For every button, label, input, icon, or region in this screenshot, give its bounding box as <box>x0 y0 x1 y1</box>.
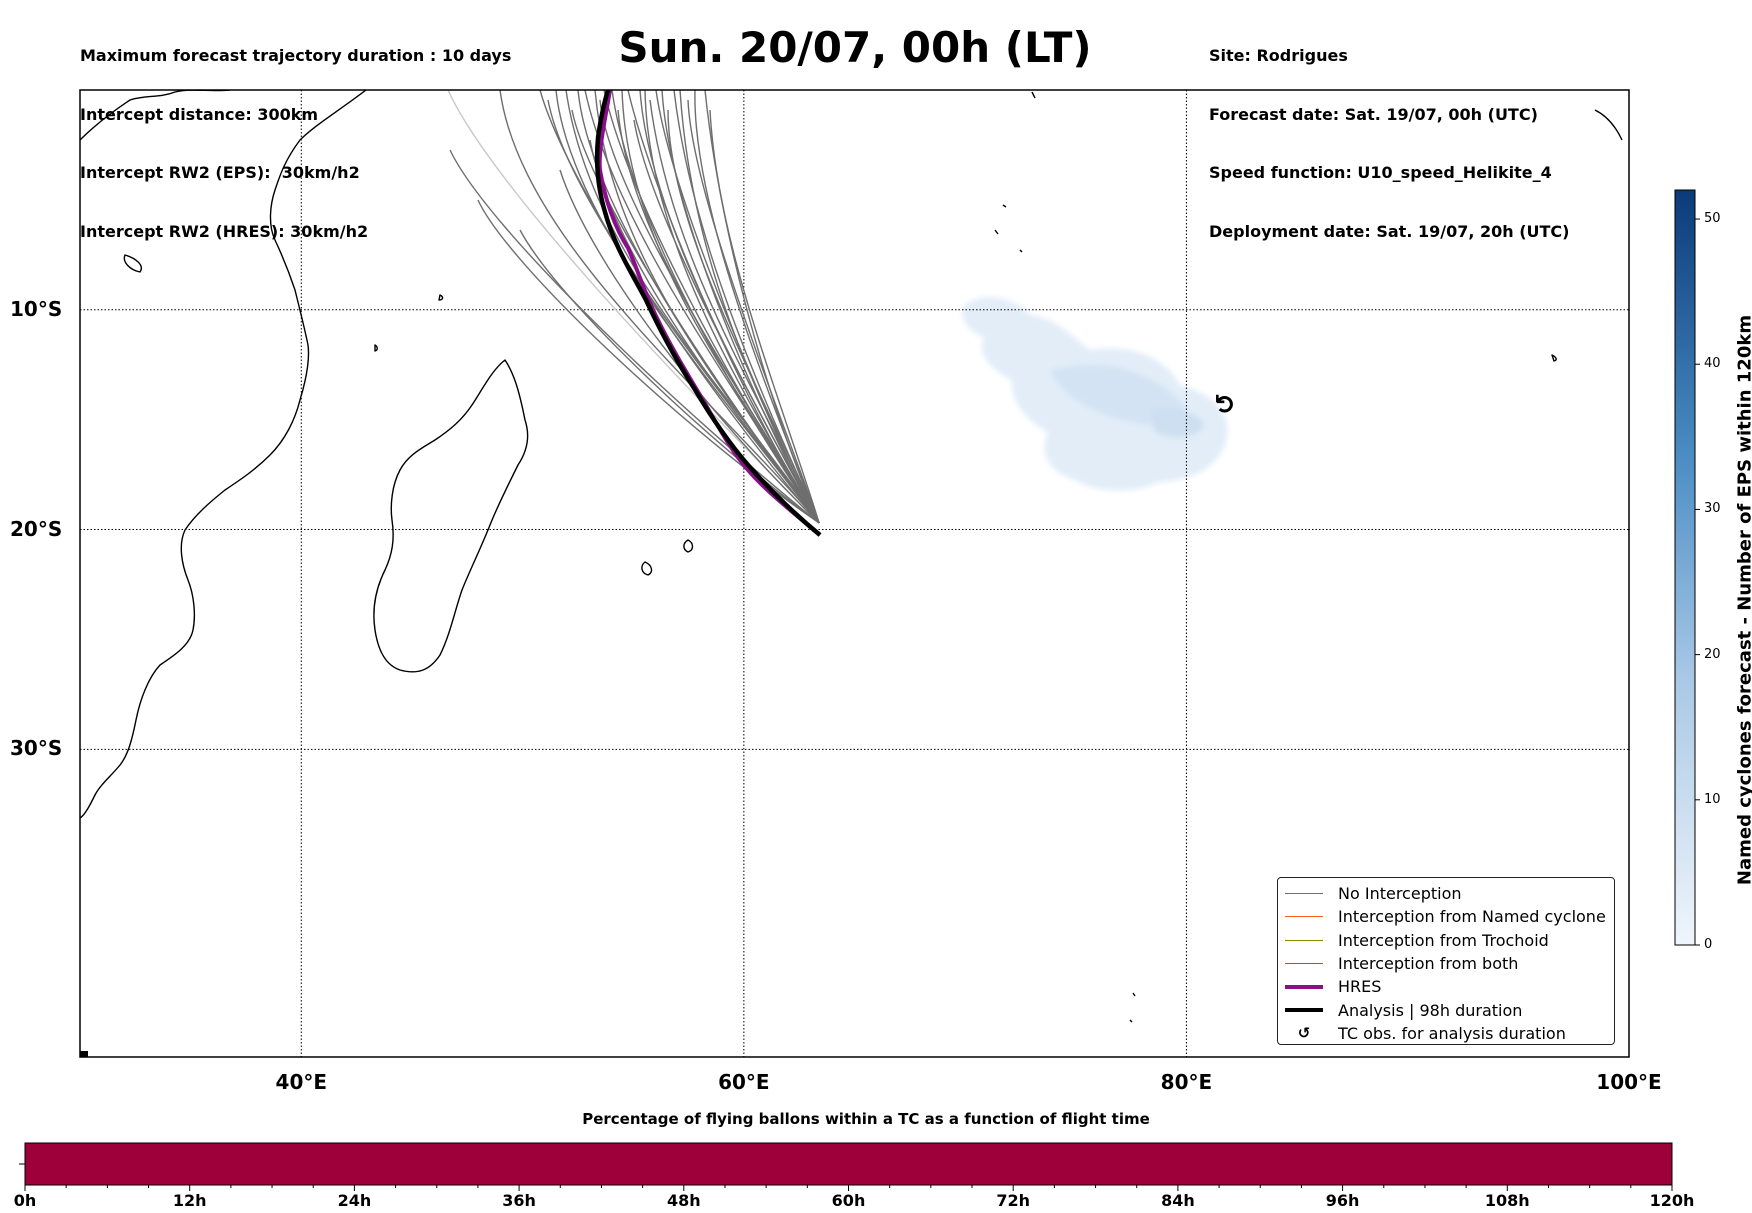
legend-swatch <box>1284 980 1324 994</box>
eps-cyclone-shading <box>962 297 1228 491</box>
comoros-coast <box>374 344 378 352</box>
coastlines <box>80 90 1623 1023</box>
tc-observation-icon: ↺ <box>1211 393 1242 416</box>
max-duration-text: Maximum forecast trajectory duration : 1… <box>80 46 512 65</box>
longitude-label: 80°E <box>1160 1070 1213 1094</box>
legend-swatch: ↺ <box>1297 1024 1311 1043</box>
legend-label: HRES <box>1338 977 1382 997</box>
latitude-label: 10°S <box>10 296 63 321</box>
madagascar-coast <box>373 359 529 673</box>
eps-trajectory <box>679 90 820 524</box>
eps-trajectories <box>447 90 820 524</box>
legend-label: No Interception <box>1338 884 1462 904</box>
legend-item-analysis: Analysis | 98h duration <box>1284 998 1608 1021</box>
legend-item-both: Interception from both <box>1284 952 1608 975</box>
eps-trajectory <box>559 169 820 524</box>
cyclone-colorbar-ticks <box>1695 218 1700 946</box>
legend-swatch <box>1284 910 1324 924</box>
flight-time-tick-label: 24h <box>337 1191 372 1210</box>
eps-trajectory <box>661 90 820 524</box>
map-plot-area <box>80 90 1629 1057</box>
legend-item-named-cyclone: Interception from Named cyclone <box>1284 905 1608 928</box>
longitude-label: 40°E <box>275 1070 328 1094</box>
deployment-date-text: Deployment date: Sat. 19/07, 20h (UTC) <box>1209 221 1570 241</box>
legend-label: Interception from Named cyclone <box>1338 907 1606 927</box>
legend-swatch <box>1284 1003 1324 1017</box>
legend: No Interception Interception from Named c… <box>1277 877 1615 1045</box>
eps-trajectory <box>621 90 820 524</box>
eps-trajectory <box>594 90 820 524</box>
legend-swatch <box>1284 933 1324 947</box>
eps-trajectory <box>704 90 820 524</box>
eps-trajectory <box>499 90 820 524</box>
site-info: Site: Rodrigues Forecast date: Sat. 19/0… <box>1209 7 1569 261</box>
map-frame <box>79 89 1630 1058</box>
gridlines <box>80 90 1629 1057</box>
legend-label: Interception from Trochoid <box>1338 930 1549 950</box>
colorbar-tick-label: 0 <box>1704 937 1713 952</box>
flight-time-ticks <box>24 1185 1673 1191</box>
longitude-label: 60°E <box>718 1070 770 1094</box>
intercept-hres-text: Intercept RW2 (HRES): 30km/h2 <box>80 221 369 241</box>
legend-item-hres: HRES <box>1284 975 1608 998</box>
eps-trajectory <box>519 229 820 524</box>
flight-time-tick-label: 108h <box>1484 1191 1530 1210</box>
seychelles-coast <box>438 294 444 301</box>
flight-time-tick-label: 48h <box>666 1191 701 1210</box>
legend-label: Interception from both <box>1338 954 1519 974</box>
eps-trajectory <box>644 90 820 524</box>
eps-trajectory <box>577 90 820 524</box>
map-corner-land <box>80 1051 88 1057</box>
eps-trajectory <box>709 109 820 524</box>
site-text: Site: Rodrigues <box>1209 46 1348 65</box>
colorbar-tick-label: 20 <box>1704 646 1721 662</box>
flight-time-tick-label: 0h <box>13 1191 37 1210</box>
intercept-eps-text: Intercept RW2 (EPS): 30km/h2 <box>80 163 360 182</box>
longitude-label: 100°E <box>1596 1070 1662 1094</box>
somalia-island <box>123 254 142 273</box>
eps-trajectory <box>449 149 820 524</box>
africa-coast <box>80 90 367 819</box>
flight-time-tick-label: 72h <box>996 1191 1031 1210</box>
eastern-islands <box>1129 109 1623 1023</box>
legend-label: TC obs. for analysis duration <box>1338 1023 1566 1043</box>
colorbar-tick-label: 10 <box>1704 791 1721 807</box>
intercept-distance-text: Intercept distance: 300km <box>80 104 319 124</box>
speed-function-text: Speed function: U10_speed_Helikite_4 <box>1209 163 1552 182</box>
maldives-islets <box>994 91 1036 253</box>
map-title: Sun. 20/07, 00h (LT) <box>618 23 1092 72</box>
flight-time-tick-label: 60h <box>831 1191 866 1210</box>
legend-item-no-interception: No Interception <box>1284 882 1608 905</box>
legend-item-tc-obs: ↺ TC obs. for analysis duration <box>1284 1022 1608 1045</box>
eps-trajectory <box>673 90 820 524</box>
eps-trajectory <box>639 90 820 524</box>
mauritius-coast <box>641 561 653 576</box>
legend-swatch <box>1284 957 1324 971</box>
flight-time-bar <box>24 1142 1673 1186</box>
forecast-date-text: Forecast date: Sat. 19/07, 00h (UTC) <box>1209 104 1538 124</box>
flight-time-tick-label: 84h <box>1161 1191 1195 1210</box>
cyclone-colorbar <box>1674 189 1696 946</box>
legend-item-trochoid: Interception from Trochoid <box>1284 929 1608 952</box>
colorbar-tick-label: 50 <box>1704 211 1721 227</box>
flight-time-tick-label: 96h <box>1325 1191 1360 1210</box>
flight-time-tick-label: 12h <box>172 1191 207 1210</box>
arabia-coast <box>80 90 231 141</box>
forecast-parameters: Maximum forecast trajectory duration : 1… <box>80 7 511 261</box>
latitude-label: 30°S <box>10 736 63 761</box>
legend-label: Analysis | 98h duration <box>1338 1000 1523 1020</box>
legend-swatch <box>1284 887 1324 901</box>
reunion-coast <box>683 539 694 553</box>
colorbar-tick-label: 30 <box>1704 501 1721 517</box>
flight-time-tick-label: 36h <box>502 1191 536 1210</box>
eps-trajectory <box>687 99 820 524</box>
latitude-label: 20°S <box>10 516 63 541</box>
colorbar-tick-label: 40 <box>1704 356 1721 372</box>
flight-time-bar-title: Percentage of flying ballons within a TC… <box>582 1110 1150 1128</box>
flight-time-tick-label: 120h <box>1649 1191 1695 1210</box>
cyclone-colorbar-title: Named cyclones forecast - Number of EPS … <box>1734 314 1752 886</box>
analysis-trajectory <box>594 90 822 537</box>
